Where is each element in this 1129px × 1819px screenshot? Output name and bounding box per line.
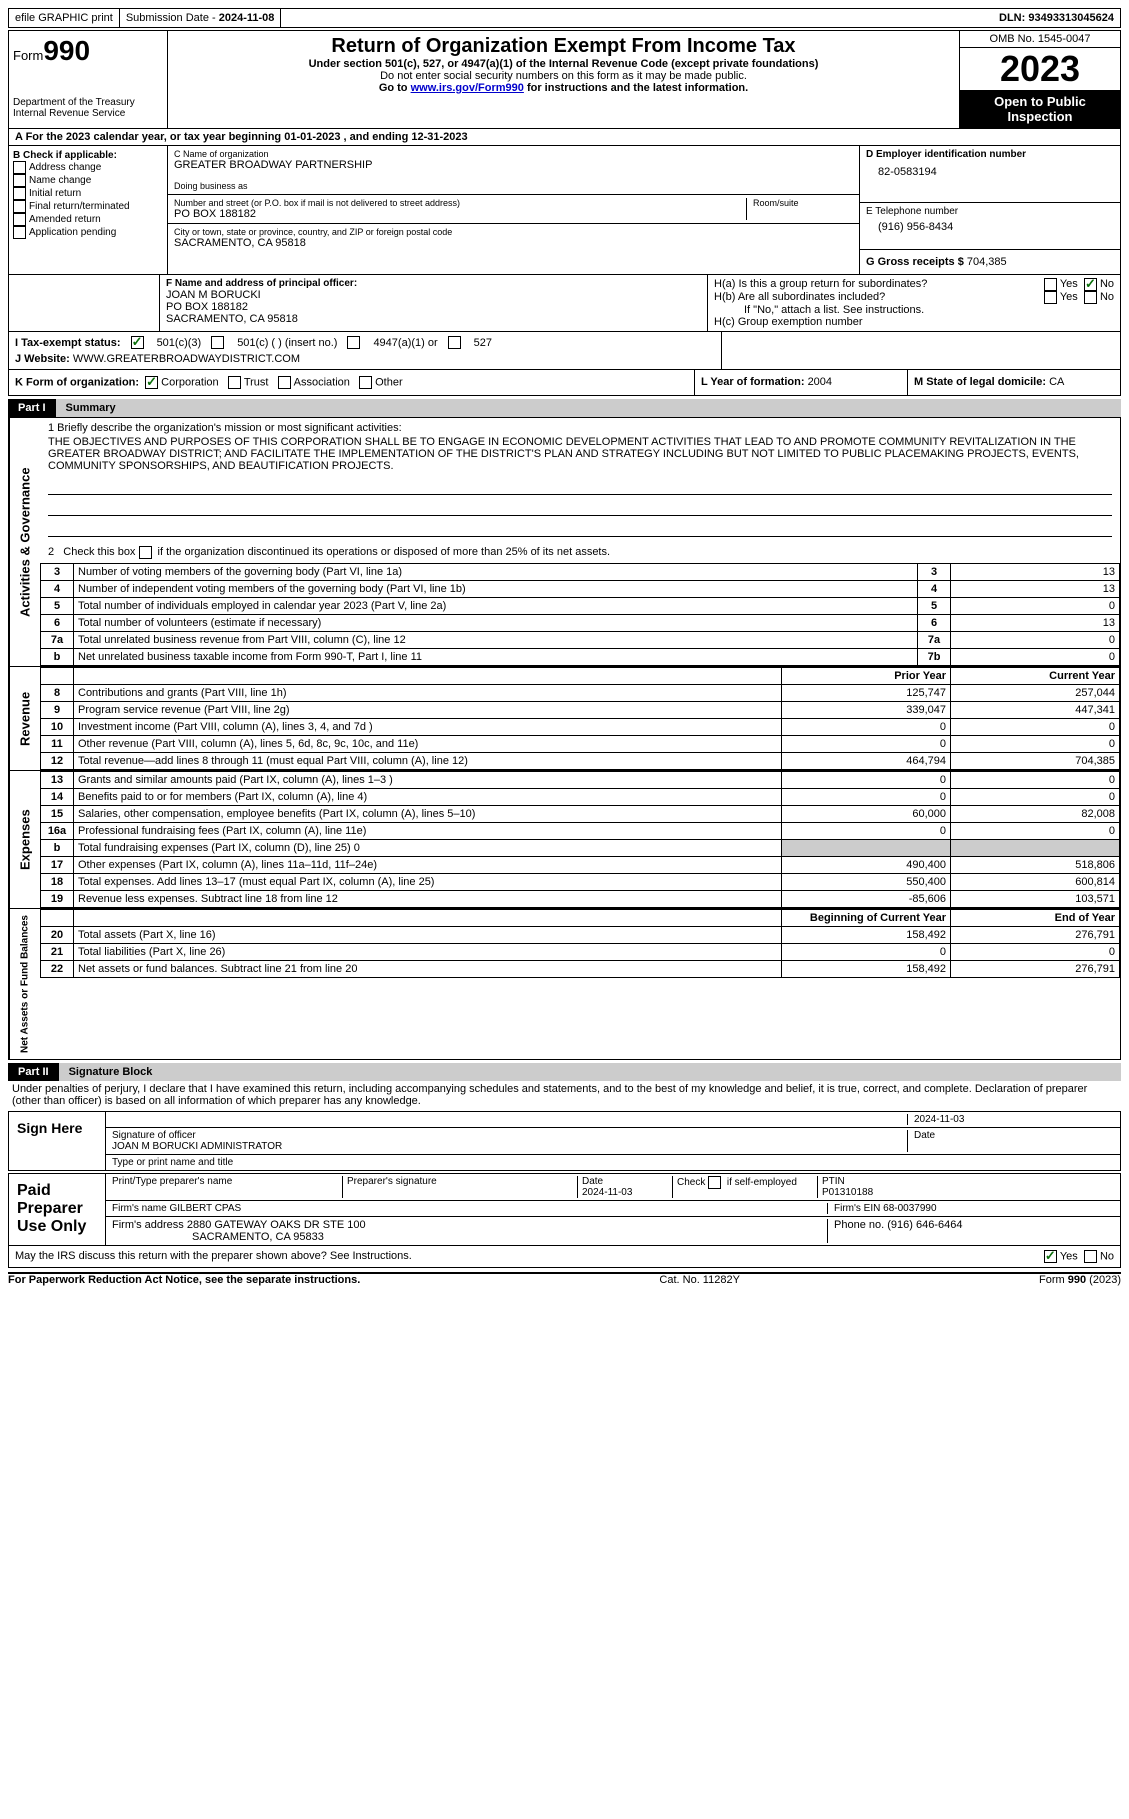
tax-exempt-row: I Tax-exempt status: 501(c)(3) 501(c) ( …: [8, 332, 1121, 370]
app-pending-checkbox[interactable]: [13, 226, 26, 239]
org-street: PO BOX 188182: [174, 208, 746, 220]
year-formation: 2004: [808, 376, 832, 388]
inspection-notice: Open to Public Inspection: [960, 90, 1120, 128]
efile-label: efile GRAPHIC print: [9, 9, 120, 27]
sign-here-section: Sign Here 2024-11-03 Signature of office…: [8, 1111, 1121, 1171]
org-name: GREATER BROADWAY PARTNERSHIP: [174, 159, 853, 171]
revenue-label: Revenue: [9, 667, 40, 770]
mission-label: 1 Briefly describe the organization's mi…: [48, 422, 1112, 434]
revenue-section: Revenue Prior YearCurrent Year 8Contribu…: [8, 667, 1121, 771]
header-boxes: B Check if applicable: Address change Na…: [8, 146, 1121, 275]
netassets-table: Beginning of Current YearEnd of Year 20T…: [40, 909, 1120, 978]
discuss-no-checkbox[interactable]: [1084, 1250, 1097, 1263]
self-employed-checkbox[interactable]: [708, 1176, 721, 1189]
box-h: H(a) Is this a group return for subordin…: [707, 275, 1120, 331]
firm-name: GILBERT CPAS: [169, 1203, 241, 1214]
amended-return-checkbox[interactable]: [13, 213, 26, 226]
4947-checkbox[interactable]: [347, 336, 360, 349]
mission-text: THE OBJECTIVES AND PURPOSES OF THIS CORP…: [48, 434, 1112, 474]
website-value: WWW.GREATERBROADWAYDISTRICT.COM: [73, 353, 300, 365]
officer-row: F Name and address of principal officer:…: [8, 275, 1121, 332]
expenses-label: Expenses: [9, 771, 40, 908]
box-b-checkboxes: B Check if applicable: Address change Na…: [9, 146, 168, 274]
firm-addr: 2880 GATEWAY OAKS DR STE 100: [187, 1219, 366, 1231]
paid-preparer-section: Paid Preparer Use Only Print/Type prepar…: [8, 1173, 1121, 1246]
expenses-section: Expenses 13Grants and similar amounts pa…: [8, 771, 1121, 909]
tax-year: 2023: [960, 48, 1120, 90]
officer-name: JOAN M BORUCKI: [166, 289, 701, 301]
summary-section: Activities & Governance 1 Briefly descri…: [8, 417, 1121, 667]
501c3-checkbox[interactable]: [131, 336, 144, 349]
phone-value: (916) 956-8434: [866, 217, 1114, 237]
box-d-ein: D Employer identification number 82-0583…: [859, 146, 1120, 274]
page-footer: For Paperwork Reduction Act Notice, see …: [8, 1272, 1121, 1286]
sign-here-label: Sign Here: [9, 1112, 106, 1170]
ein-value: 82-0583194: [866, 160, 1114, 184]
state-domicile: CA: [1049, 376, 1064, 388]
firm-ein: 68-0037990: [883, 1203, 936, 1214]
hb-yes-checkbox[interactable]: [1044, 291, 1057, 304]
section-a-tax-year: A For the 2023 calendar year, or tax yea…: [8, 129, 1121, 146]
ha-yes-checkbox[interactable]: [1044, 278, 1057, 291]
addr-change-checkbox[interactable]: [13, 161, 26, 174]
ha-no-checkbox[interactable]: [1084, 278, 1097, 291]
dept-label: Department of the Treasury Internal Reve…: [13, 97, 163, 119]
discontinued-checkbox[interactable]: [139, 546, 152, 559]
527-checkbox[interactable]: [448, 336, 461, 349]
dln: DLN: 93493313045624: [281, 9, 1120, 27]
netassets-section: Net Assets or Fund Balances Beginning of…: [8, 909, 1121, 1060]
perjury-statement: Under penalties of perjury, I declare th…: [8, 1081, 1121, 1109]
org-city: SACRAMENTO, CA 95818: [174, 237, 853, 249]
top-bar: efile GRAPHIC print Submission Date - 20…: [8, 8, 1121, 28]
hb-no-checkbox[interactable]: [1084, 291, 1097, 304]
final-return-checkbox[interactable]: [13, 200, 26, 213]
part2-header: Part II Signature Block: [8, 1063, 1121, 1081]
irs-link[interactable]: www.irs.gov/Form990: [411, 82, 524, 94]
gross-receipts: 704,385: [967, 256, 1007, 268]
box-c-org-info: C Name of organization GREATER BROADWAY …: [168, 146, 859, 274]
officer-signature: JOAN M BORUCKI ADMINISTRATOR: [112, 1141, 282, 1152]
preparer-date: 2024-11-03: [582, 1187, 632, 1198]
paid-preparer-label: Paid Preparer Use Only: [9, 1174, 106, 1245]
discuss-yes-checkbox[interactable]: [1044, 1250, 1057, 1263]
form-header: Form990 Department of the Treasury Inter…: [8, 30, 1121, 129]
name-change-checkbox[interactable]: [13, 174, 26, 187]
revenue-table: Prior YearCurrent Year 8Contributions an…: [40, 667, 1120, 770]
form-org-row: K Form of organization: Corporation Trus…: [8, 370, 1121, 396]
expenses-table: 13Grants and similar amounts paid (Part …: [40, 771, 1120, 908]
line2: 2 Check this box if the organization dis…: [48, 546, 610, 558]
corp-checkbox[interactable]: [145, 376, 158, 389]
submission-date: Submission Date - 2024-11-08: [120, 9, 282, 27]
part1-header: Part I Summary: [8, 399, 1121, 417]
header-right: OMB No. 1545-0047 2023 Open to Public In…: [959, 31, 1120, 128]
header-left: Form990 Department of the Treasury Inter…: [9, 31, 168, 128]
governance-table: 3Number of voting members of the governi…: [40, 563, 1120, 666]
assoc-checkbox[interactable]: [278, 376, 291, 389]
firm-phone: (916) 646-6464: [887, 1219, 962, 1231]
header-center: Return of Organization Exempt From Incom…: [168, 31, 959, 128]
omb-number: OMB No. 1545-0047: [960, 31, 1120, 48]
trust-checkbox[interactable]: [228, 376, 241, 389]
ptin-value: P01310188: [822, 1187, 873, 1198]
other-org-checkbox[interactable]: [359, 376, 372, 389]
activities-governance-label: Activities & Governance: [9, 418, 40, 666]
officer-sign-date: 2024-11-03: [907, 1114, 1114, 1125]
initial-return-checkbox[interactable]: [13, 187, 26, 200]
cat-number: Cat. No. 11282Y: [659, 1274, 740, 1286]
netassets-label: Net Assets or Fund Balances: [9, 909, 40, 1059]
discuss-row: May the IRS discuss this return with the…: [8, 1246, 1121, 1268]
form-title: Return of Organization Exempt From Incom…: [172, 35, 955, 58]
501c-checkbox[interactable]: [211, 336, 224, 349]
